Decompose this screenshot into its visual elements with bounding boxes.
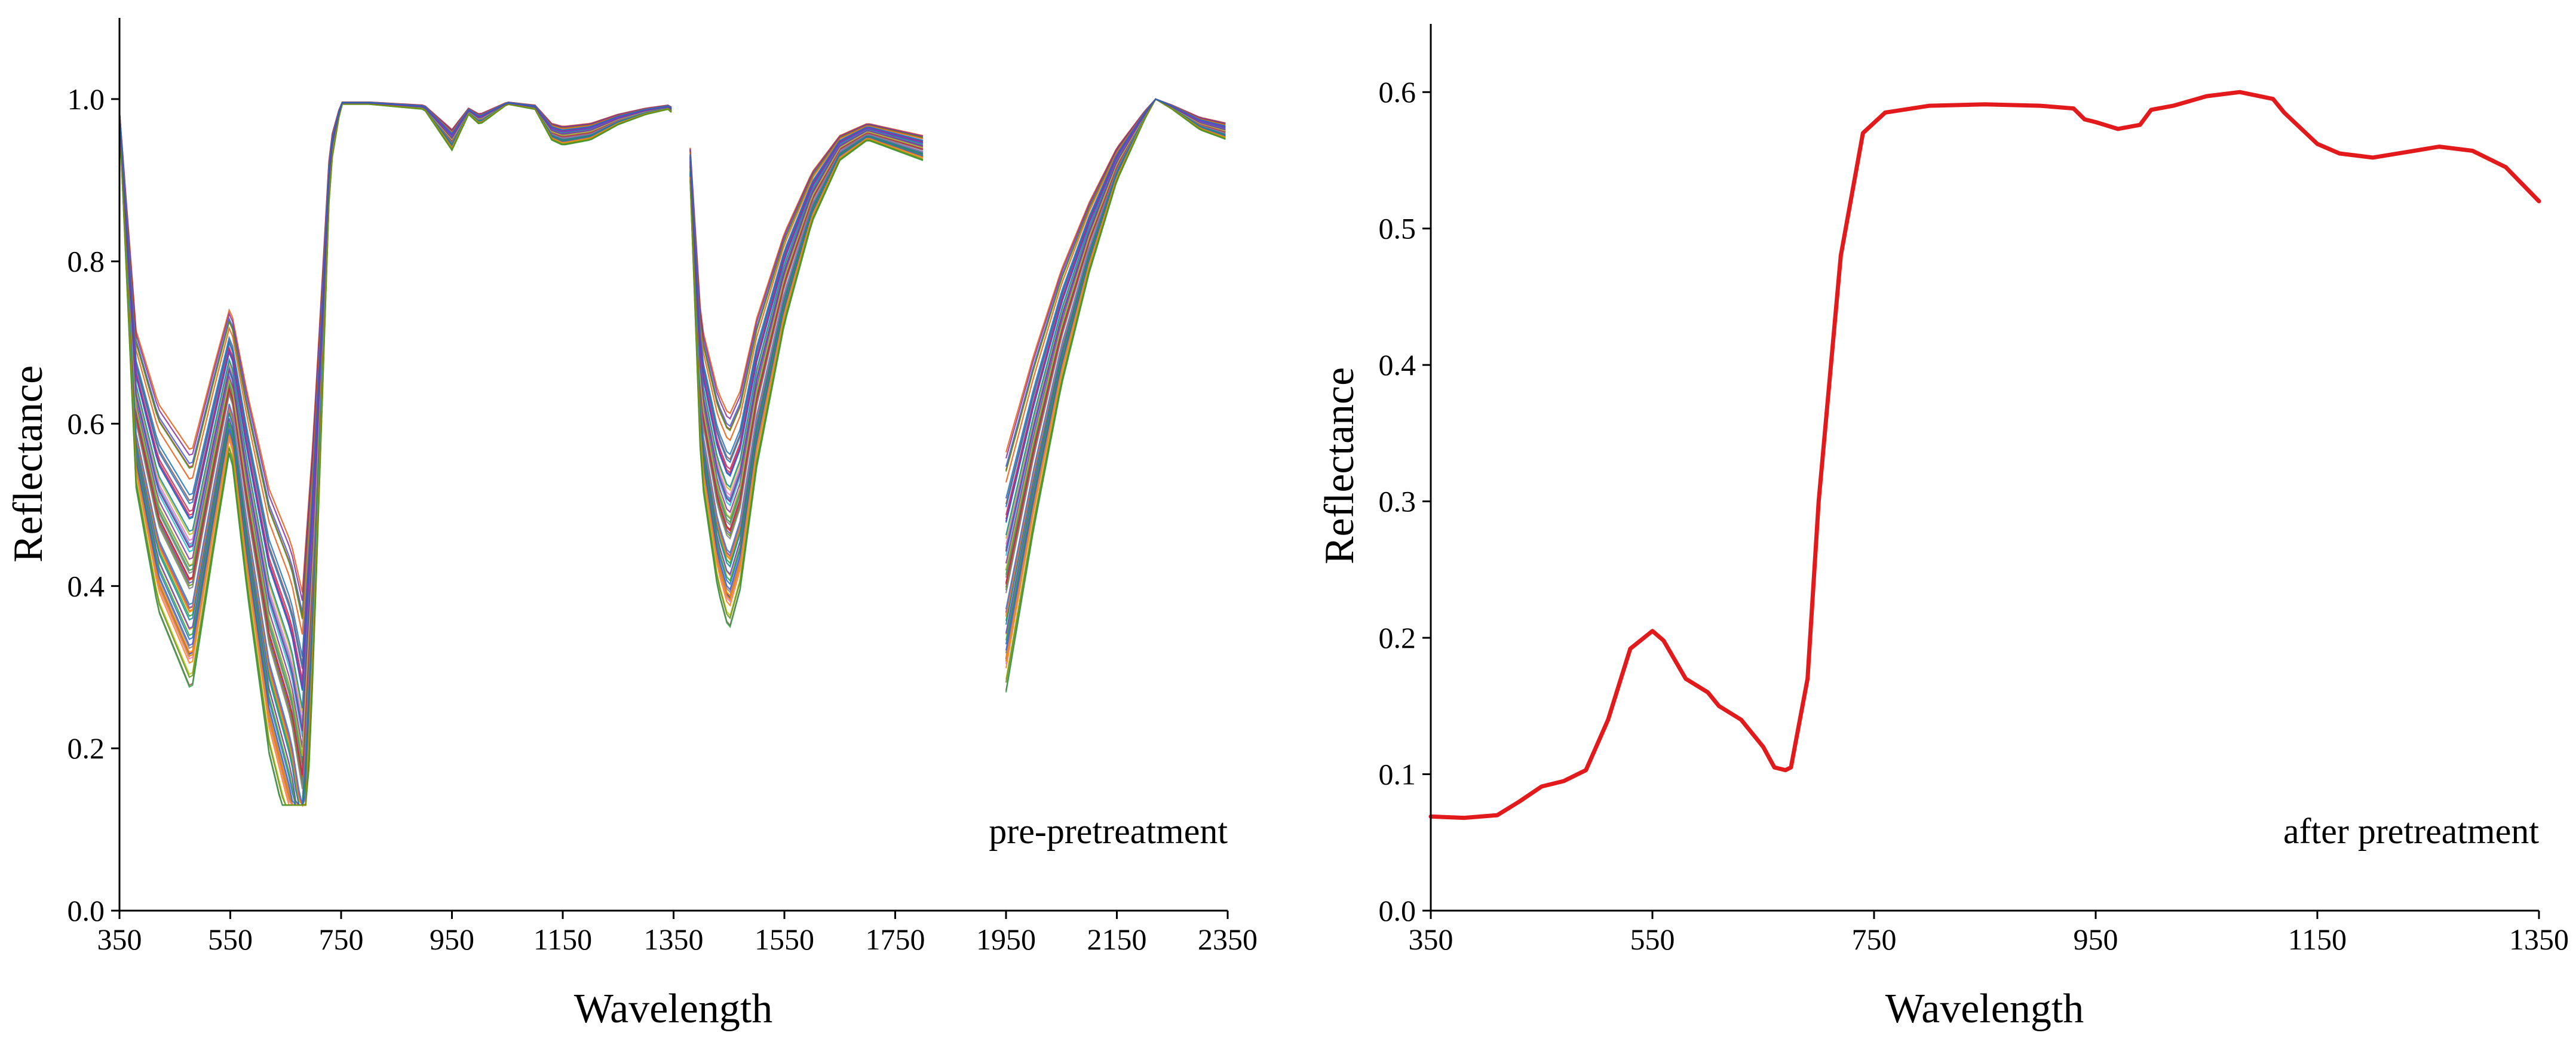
left-x-ticks: 350 550 750 950 1150 1350 1550 1750 1950 2150 2350 (97, 911, 1258, 956)
left-spectrum-line (1005, 98, 1226, 625)
left-y-tick-label: 0.0 (68, 894, 105, 927)
left-spectrum-line (689, 126, 924, 456)
left-x-tick-label: 1950 (976, 923, 1036, 956)
right-y-tick-label: 0.6 (1379, 75, 1416, 109)
left-annotation: pre-pretreatment (989, 812, 1228, 851)
left-spectrum-line (1005, 98, 1226, 552)
left-spectrum-line (1005, 98, 1226, 522)
left-spectrum-line (689, 134, 924, 557)
right-annotation: after pretreatment (2283, 812, 2539, 851)
right-y-tick-label: 0.0 (1379, 894, 1416, 927)
left-spectrum-line (1005, 98, 1226, 499)
left-spectrum-line (1005, 98, 1226, 662)
left-spectrum-line (689, 124, 924, 432)
right-series-line (1428, 90, 2541, 820)
left-spectrum-line (689, 129, 924, 488)
right-x-tick-label: 550 (1630, 923, 1675, 956)
left-spectrum-line (118, 102, 672, 657)
left-x-tick-label: 2150 (1087, 923, 1147, 956)
left-spectrum-line (689, 138, 924, 601)
right-x-ticks: 350 550 750 950 1150 1350 (1409, 911, 2569, 956)
right-y-tick-label: 0.3 (1379, 485, 1416, 518)
left-y-tick-label: 0.2 (68, 732, 105, 765)
left-y-tick-label: 1.0 (68, 82, 105, 116)
right-y-tick-label: 0.1 (1379, 758, 1416, 791)
right-x-tick-label: 950 (2074, 923, 2118, 956)
right-plot-background (1431, 24, 2539, 911)
left-series-group (118, 98, 1226, 808)
right-y-axis-title: Reflectance (1317, 367, 1363, 564)
right-y-tick-label: 0.4 (1379, 348, 1416, 382)
left-x-tick-label: 2350 (1198, 923, 1258, 956)
left-y-tick-label: 0.6 (68, 407, 105, 441)
left-x-tick-label: 350 (97, 923, 142, 956)
left-spectrum-line (689, 128, 924, 476)
left-spectrum-line (689, 130, 924, 503)
left-y-tick-label: 0.4 (68, 569, 105, 603)
left-spectrum-line (118, 102, 672, 732)
left-spectrum-line (689, 124, 924, 420)
left-x-tick-label: 1350 (644, 923, 704, 956)
left-y-axis-title: Reflectance (5, 365, 51, 563)
right-y-tick-label: 0.2 (1379, 621, 1416, 654)
right-x-tick-label: 750 (1852, 923, 1897, 956)
right-x-tick-label: 1350 (2509, 923, 2569, 956)
left-spectrum-line (689, 139, 924, 620)
right-x-tick-label: 350 (1409, 923, 1453, 956)
right-x-tick-label: 1150 (2288, 923, 2347, 956)
left-y-ticks: 0.0 0.2 0.4 0.6 0.8 1.0 (68, 82, 119, 927)
left-spectrum-line (118, 103, 672, 806)
left-y-tick-label: 0.8 (68, 245, 105, 278)
left-spectrum-line (1005, 98, 1226, 683)
left-spectrum-line (689, 135, 924, 568)
left-x-axis-title: Wavelength (574, 986, 773, 1032)
right-y-ticks: 0.0 0.1 0.2 0.3 0.4 0.5 0.6 (1379, 75, 1431, 927)
right-x-axis-title: Wavelength (1885, 986, 2084, 1032)
left-spectrum-line (689, 131, 924, 519)
left-chart: 350 550 750 950 1150 1350 1550 1750 1950 2150 2350… (5, 18, 1258, 1032)
left-spectrum-line (689, 125, 924, 441)
left-x-tick-label: 750 (319, 923, 364, 956)
right-chart: 350 550 750 950 1150 1350 0.00.10.20.30.40.50… (1317, 24, 2569, 1032)
left-x-tick-label: 550 (208, 923, 253, 956)
left-x-tick-label: 1750 (866, 923, 925, 956)
left-spectrum-line (1005, 98, 1226, 459)
left-x-tick-label: 1150 (533, 923, 592, 956)
left-spectrum-line (689, 132, 924, 531)
left-spectrum-line (689, 136, 924, 582)
left-x-tick-label: 1550 (755, 923, 814, 956)
right-series-group (1428, 90, 2541, 820)
right-y-tick-label: 0.5 (1379, 212, 1416, 245)
left-x-tick-label: 950 (430, 923, 474, 956)
left-spectrum-line (689, 137, 924, 591)
